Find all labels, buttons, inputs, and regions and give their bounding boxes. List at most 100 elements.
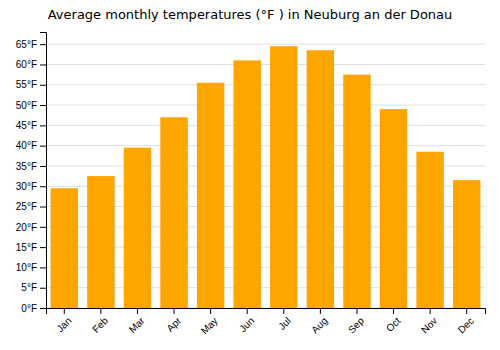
grid-line: [46, 125, 485, 126]
bar: [380, 109, 407, 308]
y-tick-label: 55°F: [16, 79, 37, 90]
y-tick: 0°F: [21, 303, 46, 314]
y-tick-label: 45°F: [16, 120, 37, 131]
x-tick-mark: [466, 308, 467, 314]
y-tick-label: 20°F: [16, 222, 37, 233]
x-tick-mark: [210, 308, 211, 314]
y-tick: 5°F: [21, 282, 46, 293]
y-tick: 20°F: [16, 222, 46, 233]
y-tick: 15°F: [16, 242, 46, 253]
y-tick-mark: [40, 85, 46, 86]
y-tick: 40°F: [16, 140, 46, 151]
x-axis: Jan Feb Mar Apr May Jun Jul Aug Sep Oct Nov Dec: [47, 308, 486, 336]
grid-line: [46, 145, 485, 146]
bar: [416, 152, 443, 308]
bar: [307, 50, 334, 308]
y-tick-label: 10°F: [16, 262, 37, 273]
x-tick: Aug: [309, 308, 329, 335]
x-tick-mark: [64, 308, 65, 314]
x-tick-mark: [137, 308, 138, 314]
x-tick-mark: [393, 308, 394, 314]
y-tick-mark: [40, 207, 46, 208]
y-tick-label: 15°F: [16, 242, 37, 253]
y-tick-mark: [40, 247, 46, 248]
y-tick-mark: [40, 186, 46, 187]
x-tick: Nov: [419, 308, 439, 335]
x-tick: Oct: [384, 308, 403, 334]
y-tick-mark: [40, 44, 46, 45]
y-tick: 10°F: [16, 262, 46, 273]
y-tick-label: 0°F: [21, 303, 37, 314]
bar: [270, 46, 297, 308]
x-tick-mark: [320, 308, 321, 314]
x-tick: May: [199, 308, 220, 336]
x-tick: Dec: [456, 308, 476, 335]
y-tick: 50°F: [16, 100, 46, 111]
chart: 0°F 5°F 10°F 15°F 20°F 25°F 30°F 35°F 40°F 45°F 50…: [0, 0, 500, 350]
y-tick-mark: [40, 64, 46, 65]
x-tick-label: Feb: [90, 315, 110, 335]
x-tick-label: Sep: [346, 315, 367, 336]
y-tick: 35°F: [16, 161, 46, 172]
x-tick-label: Aug: [309, 315, 329, 335]
y-tick-mark: [40, 308, 46, 309]
x-tick-label: Jun: [237, 315, 256, 334]
y-tick-label: 60°F: [16, 59, 37, 70]
x-tick: Mar: [127, 308, 147, 335]
x-axis-line: [47, 309, 486, 315]
bar: [233, 60, 260, 308]
y-tick-mark: [40, 288, 46, 289]
x-tick-mark: [430, 308, 431, 314]
y-tick-label: 65°F: [16, 39, 37, 50]
y-tick-mark: [40, 267, 46, 268]
y-tick: 55°F: [16, 79, 46, 90]
grid: [46, 44, 485, 308]
x-tick: Apr: [164, 308, 183, 334]
bar: [124, 148, 151, 308]
bar: [197, 83, 224, 308]
y-tick-mark: [40, 227, 46, 228]
x-tick-label: Dec: [456, 315, 476, 335]
grid-line: [46, 105, 485, 106]
y-tick-mark: [40, 105, 46, 106]
x-tick-label: Apr: [164, 315, 183, 334]
x-tick-label: Nov: [419, 315, 439, 335]
x-tick: Jul: [276, 308, 293, 332]
y-tick-label: 40°F: [16, 140, 37, 151]
grid-line: [46, 64, 485, 65]
bar: [343, 75, 370, 308]
bar: [160, 117, 187, 308]
x-tick-label: Jan: [54, 315, 73, 334]
y-tick-mark: [40, 146, 46, 147]
y-tick-mark: [40, 125, 46, 126]
bar: [51, 188, 78, 308]
plot-area: 0°F 5°F 10°F 15°F 20°F 25°F 30°F 35°F 40°F 45°F 50…: [16, 33, 486, 337]
grid-line: [46, 84, 485, 85]
x-tick-mark: [100, 308, 101, 314]
x-tick: Feb: [90, 308, 110, 335]
x-tick-label: Mar: [127, 315, 147, 335]
x-tick: Jun: [237, 308, 256, 334]
x-tick: Jan: [54, 308, 73, 334]
y-tick-label: 50°F: [16, 100, 37, 111]
y-tick-mark: [40, 166, 46, 167]
bar: [453, 180, 480, 308]
y-tick: 65°F: [16, 39, 46, 50]
x-tick-mark: [283, 308, 284, 314]
x-tick-label: Jul: [276, 315, 293, 332]
y-tick: 30°F: [16, 181, 46, 192]
title: Average monthly temperatures (°F ) in Ne…: [48, 7, 453, 22]
bar: [87, 176, 114, 308]
y-tick: 60°F: [16, 59, 46, 70]
x-tick-label: Oct: [384, 315, 403, 334]
y-axis: 0°F 5°F 10°F 15°F 20°F 25°F 30°F 35°F 40°F 45°F 50…: [16, 33, 47, 314]
bars: [51, 46, 481, 308]
x-tick-mark: [356, 308, 357, 314]
y-tick: 45°F: [16, 120, 46, 131]
x-tick: Sep: [346, 308, 367, 335]
grid-line: [46, 44, 485, 45]
y-tick: 25°F: [16, 201, 46, 212]
y-tick-label: 35°F: [16, 161, 37, 172]
y-axis-line: [40, 33, 47, 309]
x-tick-mark: [247, 308, 248, 314]
